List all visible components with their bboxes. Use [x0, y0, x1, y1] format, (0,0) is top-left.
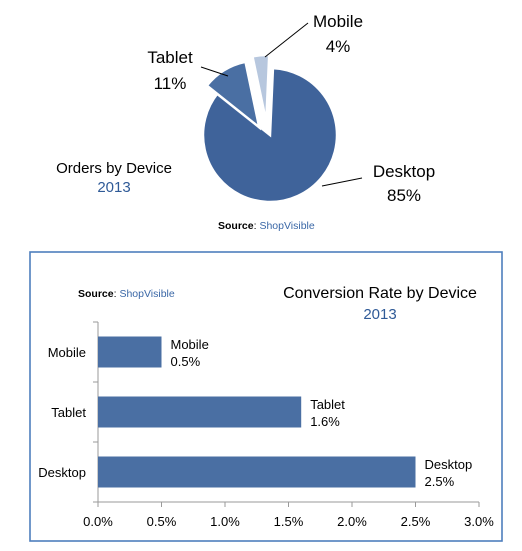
x-tick-label: 1.0%: [210, 514, 240, 529]
pie-slice-tablet: [205, 60, 262, 131]
pie-title: Orders by Device: [56, 160, 172, 177]
bar-source-value: ShopVisible: [119, 288, 174, 300]
pie-value-tablet: 11%: [154, 74, 187, 93]
bar-desktop: [98, 456, 416, 488]
bar-source-label: Source: [78, 288, 114, 300]
bar-name-label-mobile: Mobile: [171, 337, 209, 352]
pie-chart: Desktop 85% Tablet 11% Mobile 4%: [147, 12, 435, 205]
bar-value-label-mobile: 0.5%: [171, 354, 201, 369]
bar-tablet: [98, 396, 302, 428]
x-tick-label: 1.5%: [274, 514, 304, 529]
pie-year: 2013: [97, 179, 130, 196]
pie-source: Source: ShopVisible: [218, 220, 315, 232]
bar-name-label-desktop: Desktop: [425, 457, 473, 472]
category-label-tablet: Tablet: [51, 405, 86, 420]
pie-source-value: ShopVisible: [259, 220, 314, 232]
pie-slice-mobile: [250, 53, 271, 123]
pie-value-desktop: 85%: [387, 186, 421, 205]
bar-chart: 0.0% 0.5% 1.0% 1.5% 2.0% 2.5% 3.0% Mobile Mobile…: [38, 321, 494, 529]
pie-leader-mobile: [264, 22, 309, 58]
x-tick-label: 3.0%: [464, 514, 494, 529]
bar-year: 2013: [363, 306, 396, 323]
bar-value-label-desktop: 2.5%: [425, 474, 455, 489]
bar-title: Conversion Rate by Device: [283, 285, 477, 302]
pie-label-mobile: Mobile: [313, 12, 363, 31]
category-label-desktop: Desktop: [38, 465, 86, 480]
bar-source: Source: ShopVisible: [78, 288, 175, 300]
pie-source-label: Source: [218, 220, 254, 232]
bar-name-label-tablet: Tablet: [310, 397, 345, 412]
pie-leader-desktop: [321, 177, 363, 187]
x-tick-label: 2.0%: [337, 514, 367, 529]
bar-mobile: [98, 336, 162, 368]
x-tick-label: 2.5%: [401, 514, 431, 529]
pie-slice-desktop: [201, 66, 339, 204]
pie-value-mobile: 4%: [326, 37, 351, 56]
x-tick-label: 0.5%: [147, 514, 177, 529]
x-tick-label: 0.0%: [83, 514, 113, 529]
bar-value-label-tablet: 1.6%: [310, 414, 340, 429]
pie-label-tablet: Tablet: [147, 48, 193, 67]
category-label-mobile: Mobile: [48, 345, 86, 360]
pie-leader-tablet: [200, 66, 229, 77]
pie-label-desktop: Desktop: [373, 162, 435, 181]
